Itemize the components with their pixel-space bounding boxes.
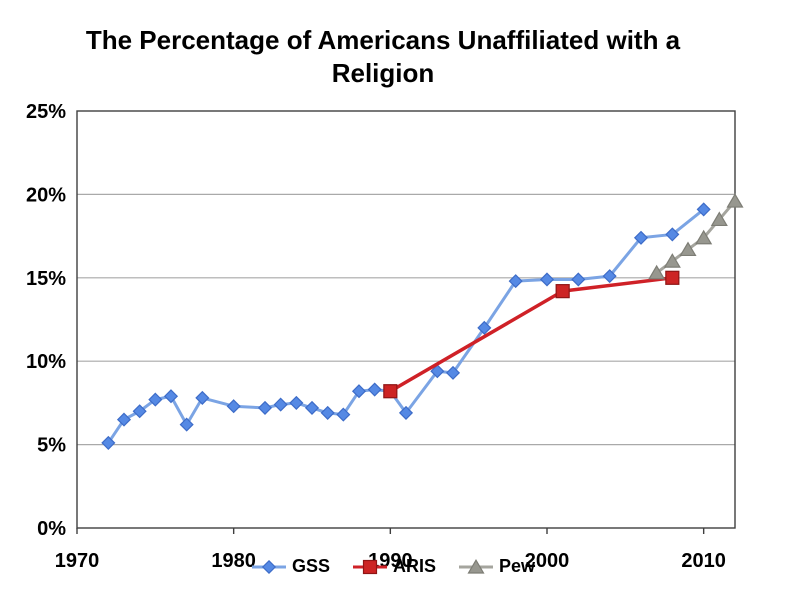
gss-data-point [665,227,680,242]
legend-item-pew: Pew [458,556,535,577]
pew-data-point [648,264,666,280]
gss-data-point [445,365,461,380]
chart-title: The Percentage of Americans Unaffiliated… [85,25,681,88]
gss-data-point [696,202,711,217]
gss-series-line [107,208,705,444]
legend-label-gss: GSS [291,556,330,576]
gss-data-point [226,399,241,414]
pew-data-point [663,253,681,268]
x-axis-tick-label: 1980 [211,550,256,572]
gss-data-point [430,364,445,379]
legend: GSS ARIS Pew [0,556,786,577]
aris-data-point [555,284,570,299]
aris-series-line [389,276,673,393]
gss-data-point [148,392,163,407]
plot-border [76,110,736,529]
gss-data-point [398,405,414,420]
gss-data-point [508,274,523,289]
aris-legend-marker-icon [352,559,387,574]
gss-data-point [602,269,617,284]
gss-data-point [477,320,492,335]
aris-data-point [362,559,378,574]
gss-data-point [261,559,277,574]
aris-data-point [665,270,680,285]
gss-data-point [195,390,210,405]
y-axis-tick-label: 20% [26,184,66,206]
gss-data-point [132,404,147,419]
pew-data-point [467,558,485,574]
gss-data-point [304,400,320,415]
pew-data-point [726,193,744,208]
gss-data-point [571,272,586,287]
legend-item-aris: ARIS [352,556,436,577]
pew-data-point [710,211,728,227]
gss-data-point [351,384,367,399]
x-axis-tick-label: 1970 [55,550,100,572]
gss-data-point [273,397,288,412]
y-axis-tick-label: 10% [26,351,66,373]
aris-data-point [383,384,398,399]
y-axis-tick-label: 25% [26,101,66,123]
pew-data-point [679,241,697,257]
gss-data-point [633,230,649,245]
gss-data-point [163,389,179,404]
x-axis-tick-label: 2010 [681,550,726,572]
y-axis-tick-label: 5% [37,435,66,457]
gss-data-point [367,382,382,397]
legend-item-gss: GSS [251,556,330,577]
y-axis-tick-label: 0% [37,518,66,540]
legend-label-pew: Pew [499,556,536,576]
gss-data-point [336,407,351,422]
legend-label-aris: ARIS [392,556,436,576]
gss-data-point [116,412,132,427]
gss-data-point [320,405,335,420]
pew-legend-marker-icon [459,558,493,574]
y-axis-tick-label: 15% [26,268,66,290]
pew-data-point [695,229,713,245]
gss-data-point [101,435,116,450]
gss-data-point [257,400,273,415]
gss-legend-marker-icon [251,559,286,574]
gss-data-point [289,395,304,410]
gss-data-point [179,417,194,432]
x-axis-tick-label: 2000 [525,550,570,572]
gss-data-point [539,272,555,287]
